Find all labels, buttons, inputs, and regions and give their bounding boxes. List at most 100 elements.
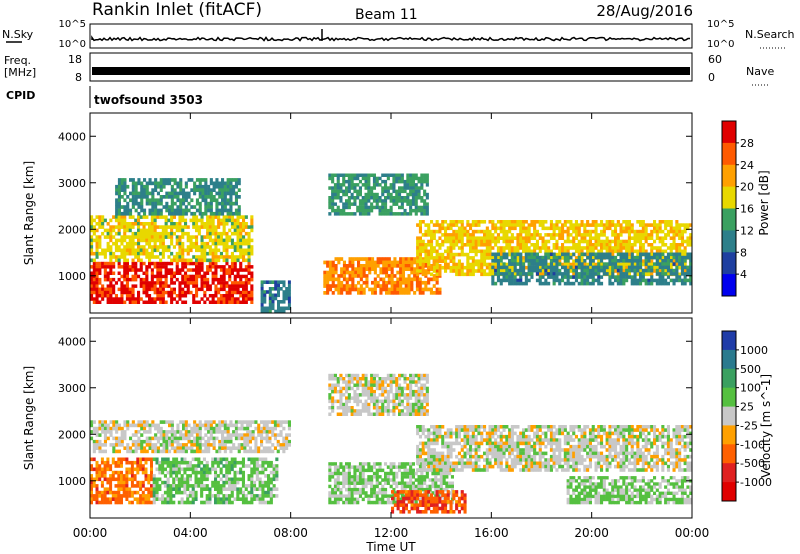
power-cell: [328, 270, 332, 275]
power-cell: [159, 268, 163, 272]
power-cell: [400, 196, 404, 200]
velocity-cell: [261, 464, 265, 468]
power-cell: [200, 277, 204, 282]
power-cell: [435, 223, 439, 227]
velocity-cell: [250, 460, 254, 465]
power-cell: [496, 272, 500, 276]
power-cell: [569, 246, 573, 250]
power-cell: [274, 283, 278, 288]
power-cell: [669, 236, 673, 240]
power-cell: [186, 235, 190, 239]
velocity-cell: [222, 497, 226, 501]
power-cell: [184, 198, 188, 203]
power-cell: [427, 259, 431, 263]
power-cell: [672, 272, 676, 276]
power-cell: [491, 236, 495, 240]
power-cell: [114, 248, 118, 253]
power-cell: [244, 248, 248, 253]
power-colorbar-swatch: [722, 230, 736, 253]
power-cell: [200, 265, 204, 269]
velocity-cell: [120, 433, 124, 437]
power-cell: [197, 268, 201, 272]
power-cell: [125, 248, 129, 253]
velocity-cell: [275, 470, 279, 475]
power-cell: [400, 189, 404, 194]
power-cell: [672, 262, 676, 266]
power-cell: [469, 256, 473, 260]
power-cell: [496, 236, 500, 240]
power-cell: [358, 212, 362, 216]
velocity-cell: [126, 420, 130, 424]
velocity-cell: [161, 494, 165, 498]
power-cell: [435, 229, 439, 234]
power-cell: [552, 226, 556, 231]
power-cell: [382, 270, 386, 275]
power-cell: [206, 265, 210, 269]
power-cell: [544, 249, 548, 254]
velocity-cell: [233, 480, 237, 485]
power-cell: [350, 202, 354, 206]
power-cell: [669, 272, 673, 276]
power-cell: [636, 249, 640, 254]
power-cell: [438, 259, 442, 263]
power-cell: [123, 231, 127, 236]
power-cell: [167, 225, 171, 229]
power-cell: [106, 271, 110, 275]
velocity-cell: [130, 474, 134, 478]
power-cell: [368, 260, 372, 265]
power-cell: [98, 277, 102, 282]
velocity-cell: [155, 487, 159, 491]
power-cell: [469, 236, 473, 240]
power-cell: [161, 215, 165, 219]
power-cell: [510, 272, 514, 276]
power-cell: [357, 287, 361, 292]
power-cell: [208, 231, 212, 236]
power-cell: [195, 248, 199, 253]
power-cell: [379, 260, 383, 265]
power-cell: [353, 183, 357, 187]
power-cell: [219, 222, 223, 226]
power-cell: [209, 208, 213, 213]
power-cell: [415, 277, 419, 282]
velocity-cell: [190, 446, 194, 450]
power-cell: [666, 233, 670, 237]
power-cell: [186, 277, 190, 282]
velocity-cell: [219, 460, 223, 465]
velocity-cell: [166, 470, 170, 475]
power-cell: [399, 274, 403, 278]
power-cell: [228, 274, 232, 279]
power-cell: [328, 176, 332, 181]
power-cell: [614, 259, 618, 263]
power-cell: [404, 287, 408, 292]
power-cell: [367, 176, 371, 181]
power-cell: [393, 264, 397, 268]
power-cell: [547, 246, 551, 250]
power-cell: [675, 229, 679, 234]
power-cell: [510, 281, 514, 286]
power-cell: [204, 188, 208, 192]
power-cell: [362, 274, 366, 278]
power-cell: [339, 199, 343, 203]
velocity-cell: [147, 500, 151, 505]
velocity-cell: [172, 467, 176, 472]
power-cell: [686, 255, 690, 260]
power-cell: [150, 255, 154, 259]
power-cell: [407, 280, 411, 285]
velocity-cell: [188, 490, 192, 495]
power-cell: [114, 245, 118, 249]
power-cell: [211, 294, 215, 298]
power-cell: [150, 271, 154, 275]
velocity-cell: [134, 433, 138, 437]
power-cell: [206, 251, 210, 256]
power-cell: [153, 218, 157, 223]
power-cell: [424, 264, 428, 268]
power-cell: [364, 186, 368, 190]
power-cell: [120, 251, 124, 256]
power-cell: [203, 235, 207, 239]
power-cell: [92, 297, 96, 301]
power-cell: [222, 245, 226, 249]
velocity-cell: [136, 470, 140, 475]
power-cell: [182, 191, 186, 196]
power-cell: [619, 233, 623, 237]
power-cell: [605, 226, 609, 231]
